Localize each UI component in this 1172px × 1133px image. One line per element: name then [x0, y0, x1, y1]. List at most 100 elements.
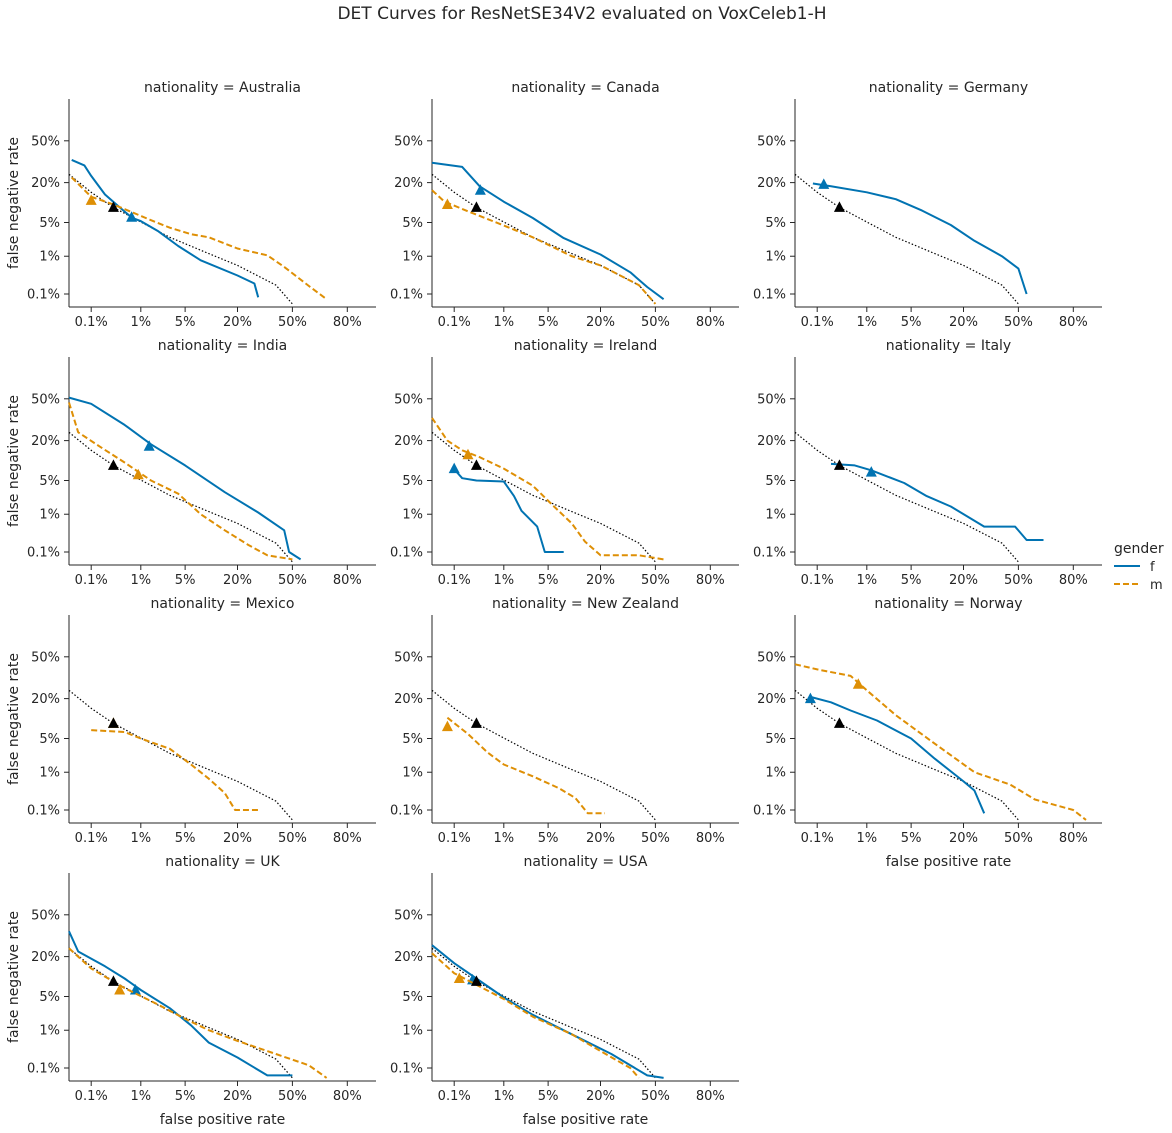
y-tick-label: 0.1%	[753, 546, 786, 561]
y-tick-label: 20%	[757, 434, 786, 449]
panel-title: nationality = Canada	[511, 80, 659, 96]
x-tick-label: 80%	[333, 315, 362, 330]
legend-label-f: f	[1150, 560, 1155, 575]
y-tick-label: 20%	[757, 176, 786, 191]
x-tick-label: 20%	[949, 573, 978, 588]
x-tick-label: 20%	[223, 315, 252, 330]
series-line-m	[446, 716, 605, 815]
overall-reference-line	[794, 173, 1019, 305]
eer-marker-f	[804, 692, 816, 704]
x-tick-label: 1%	[493, 1089, 514, 1104]
overall-reference-line	[794, 431, 1019, 563]
x-tick-label: 50%	[641, 573, 670, 588]
x-tick-label: 50%	[641, 315, 670, 330]
y-tick-label: 0.1%	[27, 288, 60, 303]
y-tick-label: 1%	[402, 250, 423, 265]
x-tick-label: 0.1%	[438, 1089, 471, 1104]
overall-reference-line	[68, 431, 293, 563]
y-tick-label: 5%	[39, 990, 60, 1005]
y-tick-label: 1%	[39, 1024, 60, 1039]
x-tick-label: 5%	[175, 831, 196, 846]
x-tick-label: 0.1%	[75, 831, 108, 846]
x-tick-label: 50%	[641, 1089, 670, 1104]
y-tick-label: 0.1%	[390, 288, 423, 303]
x-tick-label: 80%	[1059, 573, 1088, 588]
overall-eer-marker	[470, 459, 482, 470]
x-tick-label: 80%	[696, 315, 725, 330]
series-line-m	[68, 947, 328, 1079]
x-tick-label: 5%	[538, 831, 559, 846]
y-tick-label: 50%	[757, 134, 786, 149]
x-tick-label: 50%	[278, 315, 307, 330]
eer-marker-m	[852, 678, 864, 689]
series-line-f	[830, 462, 1044, 541]
y-tick-label: 1%	[39, 250, 60, 265]
legend-title: gender	[1114, 541, 1164, 557]
overall-eer-marker	[470, 975, 482, 986]
x-tick-label: 0.1%	[801, 573, 834, 588]
x-tick-label: 5%	[901, 573, 922, 588]
overall-reference-line	[794, 689, 1019, 821]
x-tick-label: 0.1%	[801, 315, 834, 330]
chart-title: DET Curves for ResNetSE34V2 evaluated on…	[337, 4, 826, 24]
y-tick-label: 20%	[31, 692, 60, 707]
eer-marker-f	[474, 184, 486, 195]
series-line-m	[431, 189, 657, 305]
y-tick-label: 1%	[39, 766, 60, 781]
x-tick-label: 5%	[538, 1089, 559, 1104]
series-line-m	[91, 729, 259, 811]
x-tick-label: 5%	[538, 315, 559, 330]
eer-marker-f	[126, 211, 138, 222]
series-line-m	[794, 663, 1087, 821]
x-tick-label: 20%	[949, 315, 978, 330]
x-tick-label: 20%	[223, 573, 252, 588]
y-tick-label: 5%	[402, 990, 423, 1005]
overall-reference-line	[431, 173, 656, 305]
panel-title: nationality = Italy	[886, 338, 1011, 354]
x-tick-label: 0.1%	[438, 315, 471, 330]
y-tick-label: 0.1%	[753, 804, 786, 819]
x-tick-label: 20%	[223, 831, 252, 846]
y-tick-label: 0.1%	[27, 804, 60, 819]
y-tick-label: 1%	[765, 250, 786, 265]
x-tick-label: 20%	[949, 831, 978, 846]
x-tick-label: 0.1%	[438, 831, 471, 846]
panel-australia: nationality = Australia 0.1% 1% 5% 20% 50% 80%…	[6, 80, 376, 330]
y-axis-label: false negative rate	[6, 911, 22, 1043]
overall-reference-line	[68, 689, 293, 821]
x-tick-label: 50%	[1004, 831, 1033, 846]
series-line-f	[431, 161, 665, 301]
x-tick-label: 1%	[856, 573, 877, 588]
eer-marker-m	[462, 448, 474, 460]
panel-new-zealand: nationality = New Zealand 0.1% 1% 5% 20% 50% 8…	[390, 596, 739, 846]
overall-eer-marker	[107, 201, 119, 212]
y-tick-label: 50%	[31, 134, 60, 149]
series-line-m	[431, 952, 640, 1079]
overall-eer-marker	[107, 459, 119, 470]
overall-eer-marker	[470, 717, 482, 728]
panel-usa: nationality = USA 0.1% 1% 5% 20% 50% 80% 0.1% 1%…	[390, 854, 739, 1128]
y-tick-label: 50%	[757, 650, 786, 665]
y-tick-label: 5%	[765, 474, 786, 489]
y-tick-label: 20%	[394, 692, 423, 707]
x-tick-label: 20%	[586, 573, 615, 588]
y-tick-label: 5%	[39, 732, 60, 747]
y-tick-label: 0.1%	[27, 1062, 60, 1077]
panel-title: nationality = Australia	[144, 80, 301, 96]
y-tick-label: 50%	[31, 650, 60, 665]
y-tick-label: 20%	[394, 950, 423, 965]
panel-title: nationality = UK	[165, 854, 280, 870]
x-tick-label: 1%	[493, 573, 514, 588]
panel-title: nationality = Mexico	[151, 596, 295, 612]
y-tick-label: 50%	[31, 392, 60, 407]
y-tick-label: 5%	[402, 216, 423, 231]
eer-marker-f	[818, 178, 830, 189]
y-tick-label: 20%	[394, 434, 423, 449]
x-tick-label: 20%	[223, 1089, 252, 1104]
y-tick-label: 0.1%	[753, 288, 786, 303]
panel-germany: nationality = Germany 0.1% 1% 5% 20% 50% 80% 0.…	[753, 80, 1102, 330]
panel-title: nationality = USA	[523, 854, 647, 870]
x-tick-label: 0.1%	[438, 573, 471, 588]
y-tick-label: 5%	[402, 474, 423, 489]
panel-india: nationality = India 0.1% 1% 5% 20% 50% 80% 0.1%…	[6, 338, 376, 588]
